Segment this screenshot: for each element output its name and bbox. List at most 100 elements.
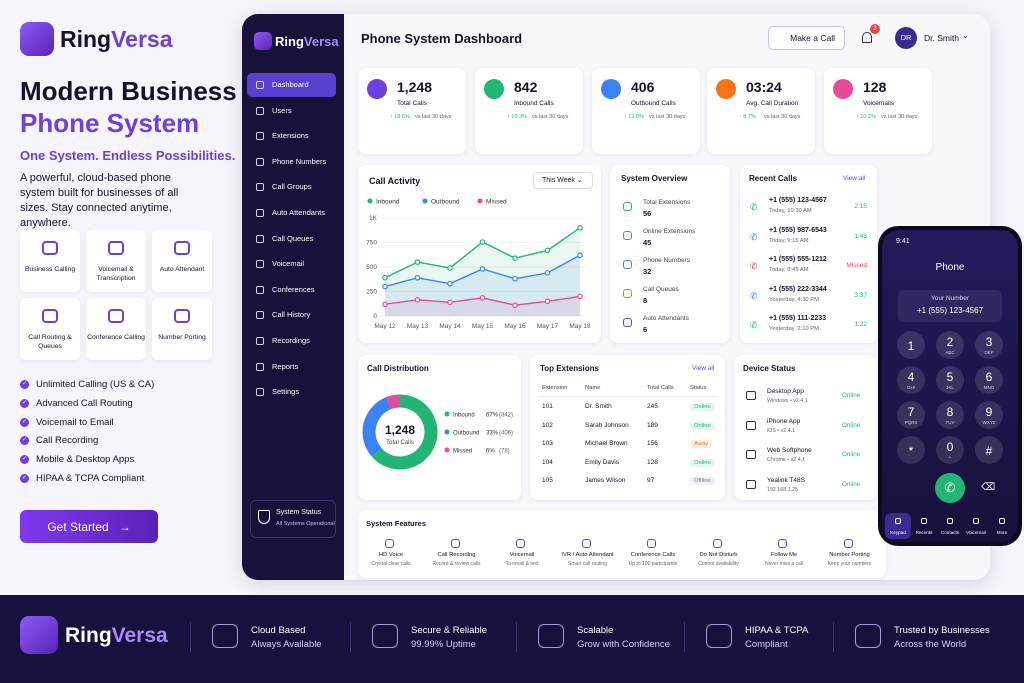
data-point — [577, 225, 583, 231]
keypad-key[interactable] — [975, 436, 1003, 464]
x-tick-label: May 17 — [537, 323, 559, 330]
nav-item[interactable]: Voicemail — [272, 259, 305, 269]
keypad-key[interactable] — [897, 436, 925, 464]
call-number: +1 (555) 987-6543 — [769, 226, 827, 234]
feature-label: Auto Attendant — [159, 266, 205, 273]
backspace-icon[interactable]: ⌫ — [981, 482, 996, 493]
key-letters: PQRS — [904, 420, 918, 425]
stat-label: Inbound Calls — [514, 100, 554, 107]
key-digit: 1 — [907, 339, 915, 353]
keypad-key[interactable] — [975, 331, 1003, 359]
keypad-key[interactable] — [936, 331, 964, 359]
user-name: Dr. Smith — [924, 33, 959, 43]
tab-label[interactable]: Contacts — [940, 530, 960, 535]
keypad-key[interactable] — [897, 401, 925, 429]
nav-icon — [256, 183, 264, 192]
call-time: Today, 8:45 AM — [769, 267, 809, 273]
feature-card — [20, 230, 80, 292]
make-call-button[interactable]: Make a Call — [768, 26, 845, 50]
phone-title: Phone — [935, 262, 965, 273]
keypad-key[interactable] — [897, 366, 925, 394]
nav-item[interactable]: Call Queues — [272, 233, 314, 243]
call-icon: ✆ — [750, 320, 758, 330]
stat-value: 406 — [631, 79, 655, 95]
nav-item[interactable]: Reports — [272, 361, 299, 371]
overview-icon — [623, 202, 632, 211]
y-tick-label: 750 — [366, 240, 377, 247]
stat-note: vs last 30 days — [881, 114, 918, 120]
footer-icon — [706, 624, 732, 648]
nav-item[interactable]: Conferences — [272, 284, 315, 294]
nav-item[interactable]: Users — [272, 105, 292, 115]
tab-label[interactable]: Voicemail — [966, 530, 986, 535]
legend-swatch — [444, 447, 450, 453]
period-select[interactable]: This Week ⌄ — [533, 172, 593, 189]
stat-label: Voicemails — [863, 100, 895, 107]
bell-icon[interactable] — [862, 32, 872, 43]
feature-name: Number Porting — [829, 552, 870, 558]
notification-badge: 3 — [870, 24, 880, 34]
key-digit: 3 — [985, 335, 993, 349]
nav-active — [247, 73, 336, 97]
footer-icon — [855, 624, 881, 648]
device-name: Yealink T48S — [767, 477, 805, 485]
keypad-key[interactable] — [975, 401, 1003, 429]
y-tick-label: 250 — [366, 289, 377, 296]
feature-card — [20, 298, 80, 360]
keypad-key[interactable] — [936, 436, 964, 464]
feature-name: Voicemail — [509, 552, 535, 558]
device-icon — [746, 420, 756, 430]
call-button[interactable]: ✆ — [935, 473, 965, 503]
nav-item[interactable]: Extensions — [272, 131, 309, 141]
nav-item[interactable]: Call History — [272, 310, 311, 320]
number-box — [898, 290, 1002, 322]
tab-label[interactable]: Keypad — [890, 530, 906, 535]
overview-icon — [623, 289, 632, 298]
nav-item[interactable]: Settings — [272, 387, 300, 397]
keypad-key[interactable] — [975, 366, 1003, 394]
keypad-key[interactable] — [897, 331, 925, 359]
legend-label: Inbound — [376, 199, 400, 206]
get-started-button[interactable]: Get Started → — [20, 510, 158, 543]
nav-item[interactable]: Phone Numbers — [272, 156, 327, 166]
nav-item[interactable]: Auto Attendants — [272, 208, 325, 217]
donut-segment — [386, 394, 401, 410]
device-name: iPhone App — [767, 417, 801, 425]
table-cell: Emily Davis — [585, 458, 619, 466]
legend-label: Missed — [486, 199, 507, 206]
legend-swatch — [444, 429, 450, 435]
table-cell: Dr. Smith — [585, 403, 612, 410]
device-name: Web Softphone — [767, 447, 812, 455]
phone-mockup — [878, 226, 1022, 546]
view-all-link[interactable]: View all — [692, 365, 715, 372]
nav-item[interactable]: Dashboard — [272, 80, 309, 89]
tab-label[interactable]: More — [996, 530, 1008, 535]
table-cell: James Wilson — [585, 477, 626, 485]
nav-item[interactable]: Recordings — [272, 336, 310, 345]
call-number: +1 (555) 222-3344 — [769, 285, 827, 293]
key-letters: WXYZ — [982, 420, 996, 425]
device-status: Online — [842, 451, 861, 459]
call-time: Yesterday, 2:10 PM — [769, 326, 819, 332]
chevron[interactable]: ⌄ — [962, 31, 969, 40]
overview-value: 45 — [643, 238, 652, 247]
footer-title: Scalable — [577, 625, 614, 636]
nav-icon — [256, 285, 264, 294]
value-label: (78) — [499, 448, 510, 454]
nav-icon — [256, 132, 264, 141]
column-header: Total Calls — [647, 385, 674, 391]
device-status-card — [734, 355, 877, 500]
call-icon: ✆ — [750, 202, 758, 212]
view-all-link[interactable]: View all — [843, 175, 866, 182]
keypad-key[interactable] — [936, 366, 964, 394]
tab-icon — [921, 518, 927, 524]
tab-active — [885, 513, 911, 539]
nav-item[interactable]: Call Groups — [272, 182, 312, 192]
tab-label[interactable]: Recents — [915, 530, 933, 535]
feature-icon — [174, 309, 190, 323]
your-number: +1 (555) 123-4567 — [916, 306, 984, 315]
call-duration: 2:15 — [854, 203, 867, 210]
feature-name: Do Not Disturb — [699, 552, 738, 558]
keypad-key[interactable] — [936, 401, 964, 429]
